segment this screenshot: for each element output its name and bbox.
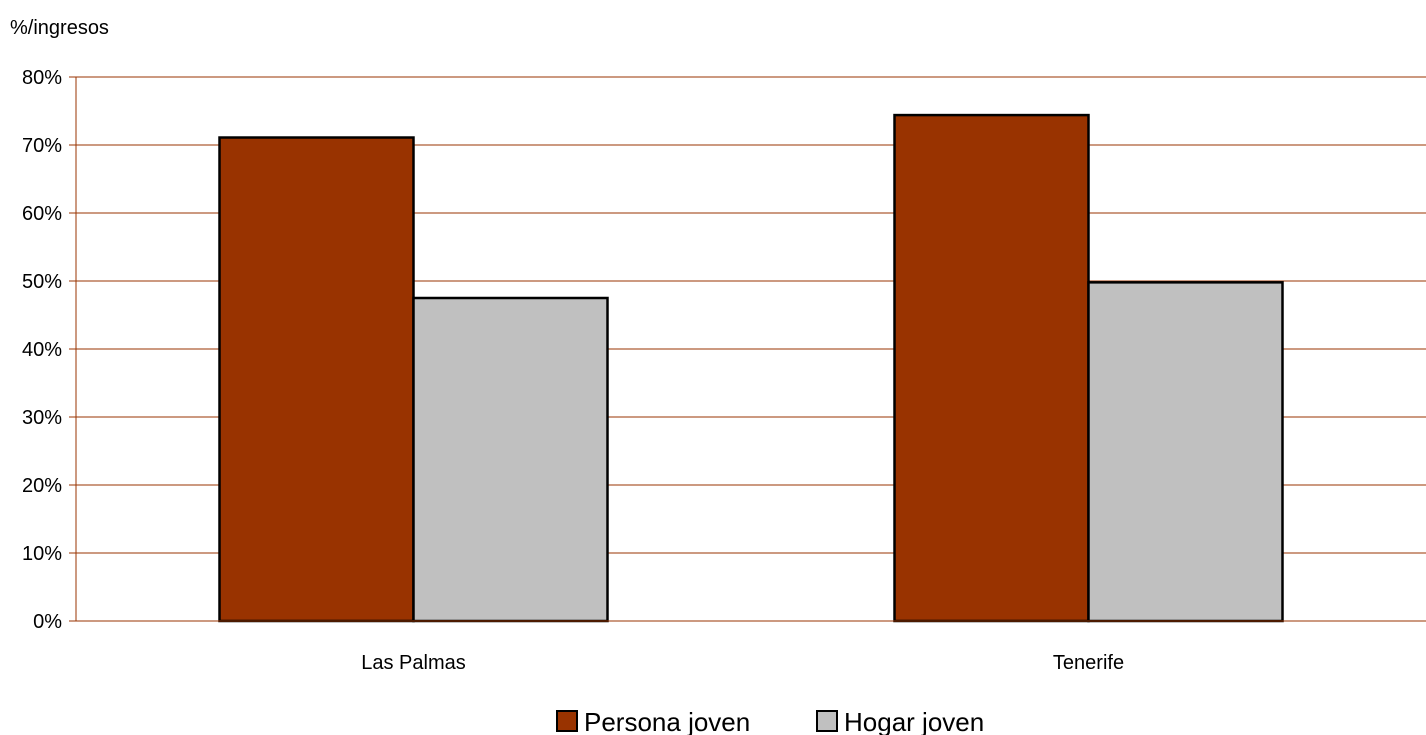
- legend-label: Hogar joven: [844, 707, 984, 735]
- y-tick-label: 80%: [22, 67, 62, 89]
- y-tick-label: 20%: [22, 475, 62, 497]
- legend-label: Persona joven: [584, 707, 750, 735]
- legend-swatch: [556, 710, 578, 732]
- y-tick-label: 30%: [22, 407, 62, 429]
- bars: [218, 113, 1284, 623]
- bar-hogar-joven-tenerife: [1087, 281, 1284, 623]
- bar-persona-joven-las-palmas: [218, 136, 415, 623]
- axes: [75, 77, 1426, 622]
- legend-swatch: [816, 710, 838, 732]
- bar-persona-joven-tenerife: [893, 113, 1090, 623]
- bar-hogar-joven-las-palmas: [412, 296, 609, 623]
- y-tick-label: 60%: [22, 203, 62, 225]
- legend: Persona joven Hogar joven: [556, 707, 984, 735]
- y-tick-label: 0%: [33, 611, 62, 633]
- y-tick-label: 40%: [22, 339, 62, 361]
- y-tick-label: 10%: [22, 543, 62, 565]
- y-axis-label: %/ingresos: [10, 17, 109, 39]
- x-tick-label: Las Palmas: [361, 652, 466, 674]
- y-tick-labels: 0% 10% 20% 30% 40% 50% 60% 70% 80%: [22, 67, 62, 633]
- x-tick-labels: Las Palmas Tenerife: [361, 652, 1124, 674]
- y-tick-label: 70%: [22, 135, 62, 157]
- x-tick-label: Tenerife: [1053, 652, 1124, 674]
- y-tick-label: 50%: [22, 271, 62, 293]
